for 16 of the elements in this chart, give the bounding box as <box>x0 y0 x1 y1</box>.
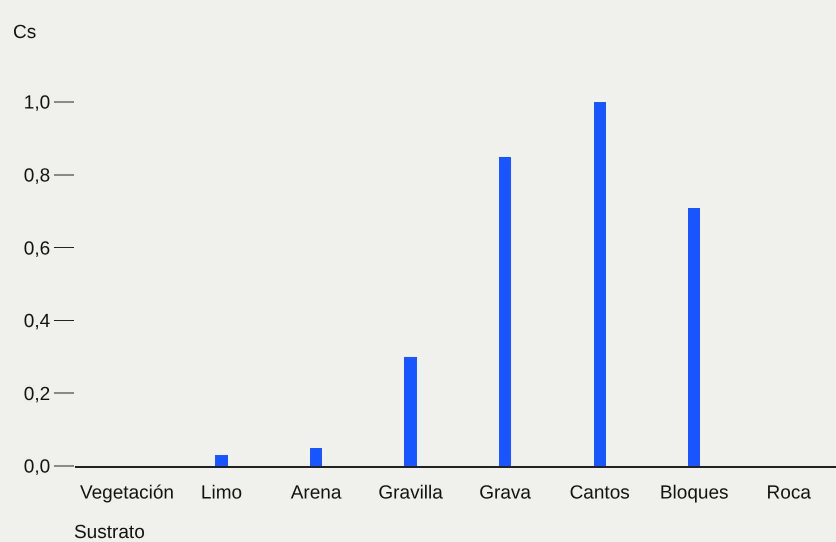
y-tick-label: 0,2 <box>24 384 50 405</box>
x-tick-label: Grava <box>479 482 532 504</box>
x-axis-title: Sustrato <box>74 522 145 542</box>
x-tick-label: Bloques <box>660 482 729 504</box>
x-tick-label: Gravilla <box>378 482 444 504</box>
x-tick-label: Arena <box>290 482 342 504</box>
y-axis-title: Cs <box>13 22 36 43</box>
y-tick-label: 0,6 <box>24 238 50 260</box>
y-tick-label: 0,4 <box>24 311 51 332</box>
x-tick-label: Roca <box>766 482 812 504</box>
x-tick-label: Cantos <box>570 482 630 504</box>
x-tick-label: Limo <box>200 482 242 504</box>
y-tick-label: 1,0 <box>24 92 50 114</box>
x-tick-label: Vegetación <box>80 482 174 504</box>
y-tick-label: 0,0 <box>24 456 50 478</box>
y-tick-label: 0,8 <box>24 165 50 186</box>
